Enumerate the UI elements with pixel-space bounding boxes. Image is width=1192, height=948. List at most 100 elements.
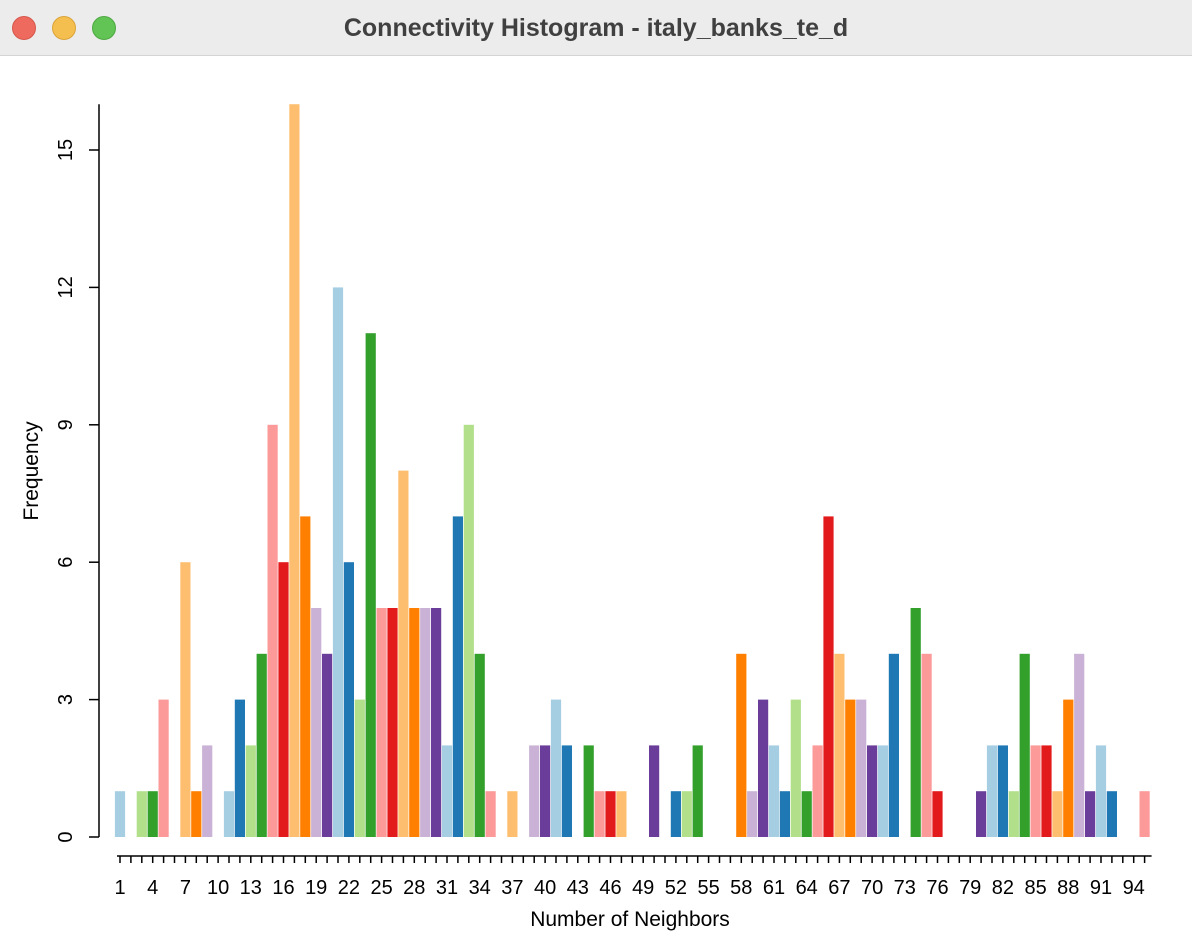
y-tick-label: 3 (55, 694, 77, 705)
histogram-bar (812, 745, 823, 837)
histogram-bar (605, 791, 616, 837)
x-tick-label: 1 (114, 877, 125, 899)
histogram-bar (834, 653, 845, 837)
x-tick-label: 55 (697, 877, 719, 899)
histogram-bar (779, 791, 790, 837)
histogram-bar (877, 745, 889, 837)
histogram-bar (452, 516, 463, 837)
histogram-bar (1139, 791, 1150, 837)
histogram-bar (311, 608, 322, 837)
histogram-bar (147, 791, 158, 837)
x-axis: 1 4 7 10 13 16 19 22 25 28 31 34 37 40 43 46 49 52 55 58 61 6… (114, 855, 1152, 899)
histogram-bar (409, 608, 420, 837)
histogram-bar (1008, 791, 1019, 837)
histogram-bar (801, 791, 812, 837)
histogram-bar (932, 791, 943, 837)
histogram-bar (398, 470, 409, 837)
histogram-bar (856, 699, 867, 837)
histogram-bar (845, 699, 856, 837)
histogram-bar (768, 745, 780, 837)
histogram-bar (1052, 791, 1063, 837)
histogram-bar (507, 791, 518, 837)
histogram-chart: 0 3 6 9 12 15 1 4 7 10 13 16 19 22 25 28 31 34 37 40 43 46 49… (20, 104, 1152, 931)
histogram-bar (463, 424, 474, 837)
x-tick-label: 82 (992, 877, 1014, 899)
x-tick-label: 94 (1123, 877, 1145, 899)
x-tick-label: 46 (599, 877, 621, 899)
histogram-bar (234, 699, 245, 837)
minimize-window-button[interactable] (52, 16, 76, 40)
y-axis: 0 3 6 9 12 15 (55, 104, 100, 843)
x-tick-label: 7 (180, 877, 191, 899)
histogram-bar (267, 424, 278, 837)
histogram-bar (986, 745, 998, 837)
histogram-bar (583, 745, 594, 837)
title-bar: Connectivity Histogram - italy_banks_te_… (0, 0, 1192, 56)
histogram-bar (736, 653, 747, 837)
histogram-bar (910, 608, 921, 837)
x-tick-label: 76 (926, 877, 948, 899)
histogram-bar (365, 333, 376, 837)
histogram-bar (758, 699, 769, 837)
x-tick-label: 31 (436, 877, 458, 899)
x-tick-label: 40 (534, 877, 556, 899)
y-tick-label: 9 (55, 419, 77, 430)
x-tick-label: 13 (240, 877, 262, 899)
histogram-bar (888, 653, 899, 837)
histogram-bar (997, 745, 1008, 837)
x-tick-label: 37 (501, 877, 523, 899)
histogram-bar (354, 699, 365, 837)
histogram-bar (191, 791, 202, 837)
x-tick-label: 88 (1057, 877, 1079, 899)
histogram-bar (1063, 699, 1074, 837)
histogram-bar (322, 653, 333, 837)
y-tick-label: 15 (55, 139, 77, 161)
histogram-bar (114, 791, 126, 837)
bars-group (114, 104, 1150, 837)
x-tick-label: 25 (370, 877, 392, 899)
x-tick-label: 91 (1090, 877, 1112, 899)
histogram-bar (823, 516, 834, 837)
close-window-button[interactable] (12, 16, 36, 40)
x-tick-label: 4 (147, 877, 158, 899)
histogram-bar (550, 699, 562, 837)
x-tick-label: 22 (338, 877, 360, 899)
histogram-bar (1074, 653, 1085, 837)
histogram-bar (594, 791, 605, 837)
histogram-bar (1041, 745, 1052, 837)
histogram-bar (278, 562, 289, 837)
histogram-bar (540, 745, 551, 837)
histogram-bar (223, 791, 235, 837)
histogram-bar (300, 516, 311, 837)
histogram-bar (790, 699, 801, 837)
histogram-bar (867, 745, 878, 837)
histogram-bar (1106, 791, 1117, 837)
x-tick-label: 19 (305, 877, 327, 899)
zoom-window-button[interactable] (92, 16, 116, 40)
histogram-bar (670, 791, 681, 837)
histogram-bar (976, 791, 987, 837)
y-tick-label: 12 (55, 276, 77, 298)
histogram-bar (180, 562, 191, 837)
histogram-bar (1095, 745, 1107, 837)
histogram-bar (158, 699, 169, 837)
y-axis-title: Frequency (20, 421, 43, 521)
x-tick-label: 28 (403, 877, 425, 899)
x-tick-label: 34 (469, 877, 491, 899)
histogram-bar (376, 608, 387, 837)
histogram-bar (747, 791, 758, 837)
histogram-bar (616, 791, 627, 837)
window-title: Connectivity Histogram - italy_banks_te_… (343, 14, 849, 42)
histogram-bar (561, 745, 572, 837)
histogram-bar (681, 791, 692, 837)
histogram-bar (256, 653, 267, 837)
histogram-bar (136, 791, 147, 837)
histogram-bar (1030, 745, 1041, 837)
histogram-bar (692, 745, 703, 837)
x-tick-label: 67 (828, 877, 850, 899)
x-tick-label: 73 (894, 877, 916, 899)
histogram-bar (343, 562, 354, 837)
histogram-bar (332, 287, 344, 837)
y-tick-label: 0 (55, 831, 77, 842)
